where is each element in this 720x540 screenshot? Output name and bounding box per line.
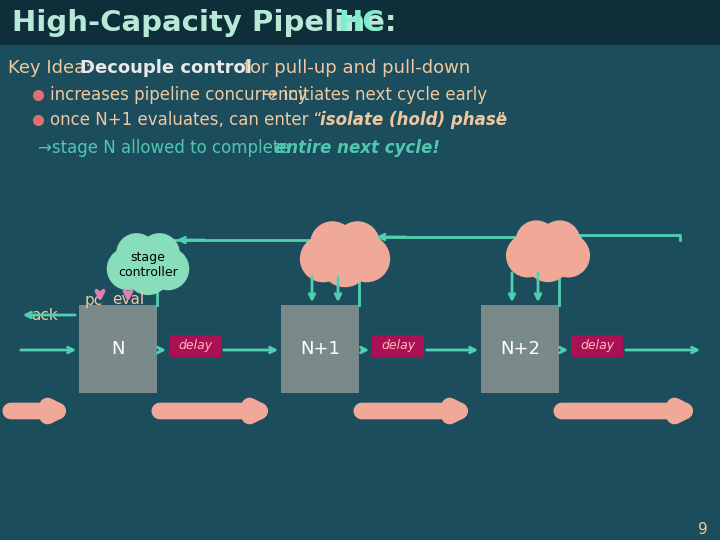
- Text: once N+1 evaluates, can enter “: once N+1 evaluates, can enter “: [50, 111, 323, 129]
- Circle shape: [524, 225, 572, 272]
- Circle shape: [539, 221, 580, 261]
- Text: N: N: [112, 340, 125, 358]
- Text: for pull-up and pull-down: for pull-up and pull-down: [238, 59, 470, 77]
- Circle shape: [317, 226, 374, 284]
- Circle shape: [147, 248, 189, 289]
- Text: →: →: [262, 86, 277, 104]
- Circle shape: [300, 236, 346, 281]
- Circle shape: [336, 222, 379, 265]
- Text: Key Idea:: Key Idea:: [8, 59, 97, 77]
- Circle shape: [507, 234, 549, 277]
- Circle shape: [516, 221, 557, 261]
- Text: entire next cycle!: entire next cycle!: [275, 139, 440, 157]
- Text: 9: 9: [698, 523, 708, 537]
- Bar: [0, 0, 720, 45]
- Circle shape: [321, 239, 369, 287]
- Bar: [169, 335, 221, 357]
- Bar: [372, 335, 424, 357]
- Circle shape: [125, 238, 171, 285]
- Circle shape: [526, 237, 570, 281]
- Bar: [481, 305, 559, 393]
- Circle shape: [344, 236, 390, 281]
- Circle shape: [547, 234, 590, 277]
- Circle shape: [107, 248, 149, 289]
- Text: Decouple control: Decouple control: [80, 59, 252, 77]
- Circle shape: [521, 226, 575, 279]
- Text: delay: delay: [178, 340, 212, 353]
- Text: N+2: N+2: [500, 340, 540, 358]
- Text: N+1: N+1: [300, 340, 340, 358]
- Text: →stage N allowed to complete: →stage N allowed to complete: [38, 139, 295, 157]
- Text: ”: ”: [497, 111, 505, 129]
- Text: pc: pc: [85, 293, 103, 307]
- Text: stage
controller: stage controller: [118, 251, 178, 279]
- Circle shape: [126, 251, 170, 294]
- Text: increases pipeline concurrency: increases pipeline concurrency: [50, 86, 312, 104]
- Circle shape: [117, 234, 156, 273]
- Text: isolate (hold) phase: isolate (hold) phase: [320, 111, 507, 129]
- Text: High-Capacity Pipeline:: High-Capacity Pipeline:: [12, 9, 407, 37]
- Bar: [79, 305, 157, 393]
- Circle shape: [320, 226, 371, 277]
- Text: delay: delay: [580, 340, 614, 353]
- Text: eval: eval: [112, 293, 144, 307]
- Text: HC: HC: [338, 9, 384, 37]
- Circle shape: [122, 239, 174, 291]
- Text: initiates next cycle early: initiates next cycle early: [278, 86, 487, 104]
- Bar: [281, 305, 359, 393]
- Text: ack: ack: [32, 307, 58, 322]
- Text: delay: delay: [381, 340, 415, 353]
- Circle shape: [311, 222, 354, 265]
- Circle shape: [140, 234, 179, 273]
- Bar: [571, 335, 623, 357]
